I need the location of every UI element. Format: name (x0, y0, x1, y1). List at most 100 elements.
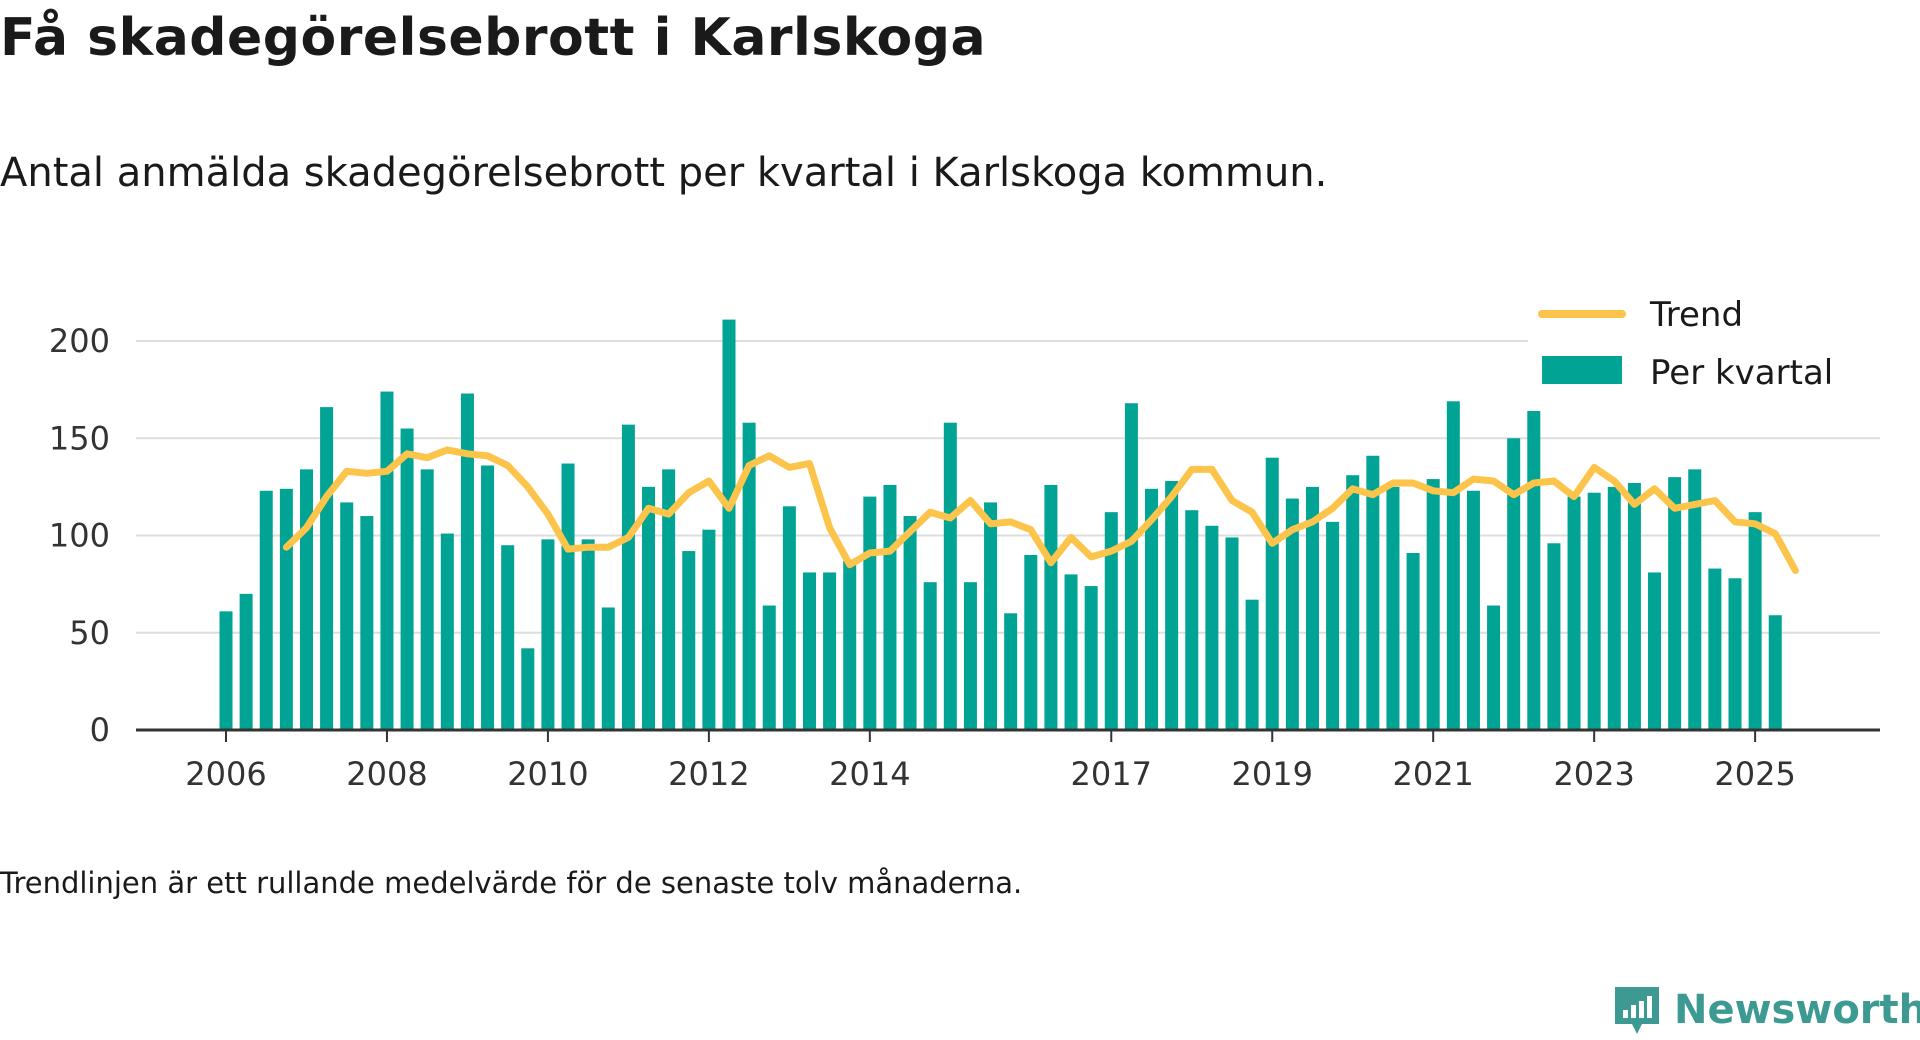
legend-bar-label: Per kvartal (1650, 353, 1833, 393)
bar (1426, 479, 1440, 730)
x-tick-label: 2008 (346, 755, 427, 793)
bar (1285, 498, 1299, 730)
bar (662, 469, 676, 730)
bar (642, 486, 656, 730)
bar (259, 490, 273, 730)
bar (782, 506, 796, 730)
bar (1004, 613, 1018, 730)
bar (1346, 475, 1360, 730)
bar (299, 469, 313, 730)
bar (903, 516, 917, 730)
bar (802, 572, 816, 730)
bar (1507, 438, 1521, 730)
bar (923, 582, 937, 730)
bar (1527, 411, 1541, 730)
bar (1768, 615, 1782, 730)
bar (440, 533, 454, 730)
bar (984, 502, 998, 730)
bar (1245, 599, 1259, 730)
bar (239, 593, 253, 730)
chart-subtitle: Antal anmälda skadegörelsebrott per kvar… (0, 150, 1328, 196)
bar-series (219, 319, 1782, 730)
bar (219, 611, 233, 730)
bar (360, 516, 374, 730)
y-tick-label: 100 (49, 517, 110, 555)
chart-title: Få skadegörelsebrott i Karlskoga (0, 8, 987, 68)
bar (682, 551, 696, 730)
bar (1708, 568, 1722, 730)
bar (561, 463, 575, 730)
bar (581, 539, 595, 730)
bar (1225, 537, 1239, 730)
legend-bar-swatch (1542, 356, 1622, 384)
bar (1064, 574, 1078, 730)
bar (1305, 486, 1319, 730)
bar (621, 424, 635, 730)
brand-name: Newsworthy (1674, 987, 1920, 1033)
bar (943, 422, 957, 730)
x-tick-label: 2017 (1071, 755, 1152, 793)
bar (420, 469, 434, 730)
bar (400, 428, 414, 730)
bar (340, 502, 354, 730)
bar (1688, 469, 1702, 730)
x-tick-label: 2014 (829, 755, 910, 793)
bar (1145, 488, 1159, 730)
bar (722, 319, 736, 730)
legend-trend-label: Trend (1649, 295, 1743, 335)
bar (1567, 496, 1581, 730)
bar (1587, 492, 1601, 730)
bar (601, 607, 615, 730)
bar (1024, 554, 1038, 730)
x-tick-label: 2021 (1392, 755, 1473, 793)
bar (481, 465, 495, 730)
y-tick-label: 50 (69, 614, 110, 652)
bar (1124, 403, 1138, 730)
x-tick-label: 2010 (507, 755, 588, 793)
bar (1627, 482, 1641, 730)
bar (1547, 543, 1561, 730)
y-tick-label: 0 (90, 711, 110, 749)
y-tick-label: 150 (49, 419, 110, 457)
bar (1205, 525, 1219, 730)
bar (1165, 481, 1179, 730)
bar (843, 560, 857, 730)
bar (1487, 605, 1501, 730)
bar (1326, 521, 1340, 730)
bar (1386, 486, 1400, 730)
bar (762, 605, 776, 730)
bar (1446, 401, 1460, 730)
bar (1607, 486, 1621, 730)
bar (1648, 572, 1662, 730)
trend-line (282, 446, 1799, 574)
x-tick-label: 2023 (1553, 755, 1634, 793)
bar (521, 648, 535, 730)
bar (279, 488, 293, 730)
bar (1084, 586, 1098, 730)
bar (1044, 484, 1058, 730)
brand[interactable]: Newsworthy (1612, 980, 1920, 1040)
bar (320, 407, 334, 730)
newsworthy-logo-icon (1615, 987, 1659, 1034)
bar (1748, 512, 1762, 730)
bar (1668, 477, 1682, 730)
y-tick-label: 200 (49, 322, 110, 360)
x-tick-label: 2019 (1232, 755, 1313, 793)
trend-series (282, 446, 1799, 574)
bar (541, 539, 555, 730)
bar (1185, 510, 1199, 730)
bar (460, 393, 474, 730)
footnote: Trendlinjen är ett rullande medelvärde f… (0, 866, 1023, 900)
bar (380, 391, 394, 730)
x-tick-label: 2012 (668, 755, 749, 793)
bar (1265, 457, 1279, 730)
legend: Trend Per kvartal (1528, 270, 1892, 393)
bar (1466, 490, 1480, 730)
bar (501, 545, 515, 730)
axes: 0 50 100 150 200 2006 2008 2010 2012 2014 2017 2019… (49, 322, 1880, 793)
chart: 0 50 100 150 200 2006 2008 2010 2012 2014 2017 2019… (49, 270, 1892, 793)
bar (1406, 553, 1420, 730)
x-tick-label: 2006 (185, 755, 266, 793)
bar (742, 422, 756, 730)
bar (963, 582, 977, 730)
